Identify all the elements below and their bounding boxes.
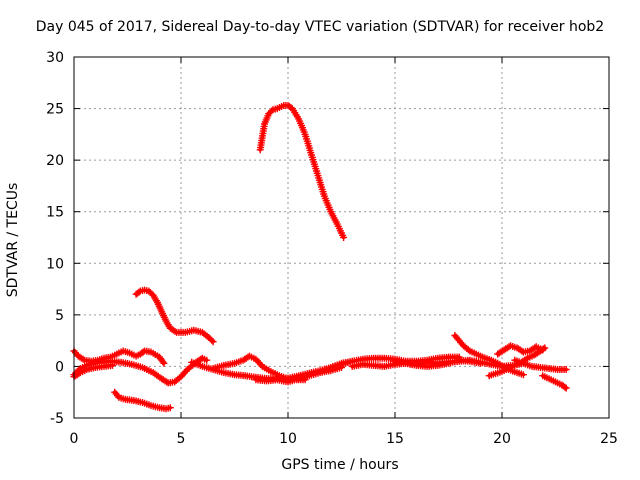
data-point — [464, 346, 472, 354]
data-point — [561, 383, 569, 391]
x-tick-label: 5 — [177, 431, 186, 447]
data-point — [541, 344, 549, 352]
grid — [73, 56, 610, 419]
series-arc-mid — [132, 286, 217, 346]
data-point — [109, 361, 116, 369]
series-arc-n — [539, 372, 570, 392]
x-tick-label: 0 — [70, 431, 79, 447]
y-tick-label: 20 — [46, 153, 64, 169]
x-tick-label: 10 — [279, 431, 297, 447]
chart-title: Day 045 of 2017, Sidereal Day-to-day VTE… — [35, 19, 605, 35]
tick-labels: 0 5 10 15 20 25 -5 0 5 10 15 20 25 30 — [46, 50, 618, 447]
data-point — [340, 234, 348, 241]
y-tick-label: 25 — [46, 102, 64, 118]
data-marks — [70, 102, 570, 413]
data-point — [75, 370, 83, 378]
data-point — [208, 336, 216, 344]
data-point — [160, 359, 168, 367]
y-tick-label: 5 — [55, 308, 64, 324]
x-axis-label: GPS time / hours — [281, 457, 399, 473]
data-point — [135, 288, 143, 296]
data-point — [562, 384, 570, 392]
plot-border — [73, 56, 610, 419]
y-tick-label: -5 — [50, 411, 64, 427]
series-arc-m — [511, 356, 570, 373]
data-point — [539, 345, 547, 353]
y-tick-label: 15 — [46, 205, 64, 221]
data-point — [203, 356, 211, 364]
x-tick-label: 20 — [493, 431, 511, 447]
y-tick-label: 30 — [46, 50, 64, 66]
data-point — [159, 358, 167, 366]
series-arc-high — [256, 102, 348, 241]
data-point — [519, 371, 527, 379]
series-arc-neg — [111, 388, 174, 413]
data-point — [79, 355, 87, 363]
data-point — [171, 327, 179, 335]
x-tick-label: 25 — [600, 431, 618, 447]
x-tick-label: 15 — [386, 431, 404, 447]
data-point — [209, 338, 217, 346]
data-point — [166, 404, 174, 412]
data-point — [562, 366, 570, 373]
y-axis-label: SDTVAR / TECUs — [5, 182, 21, 298]
y-tick-label: 0 — [55, 359, 64, 375]
data-point — [175, 374, 183, 382]
data-point — [268, 107, 276, 115]
y-tick-label: 10 — [46, 256, 64, 272]
